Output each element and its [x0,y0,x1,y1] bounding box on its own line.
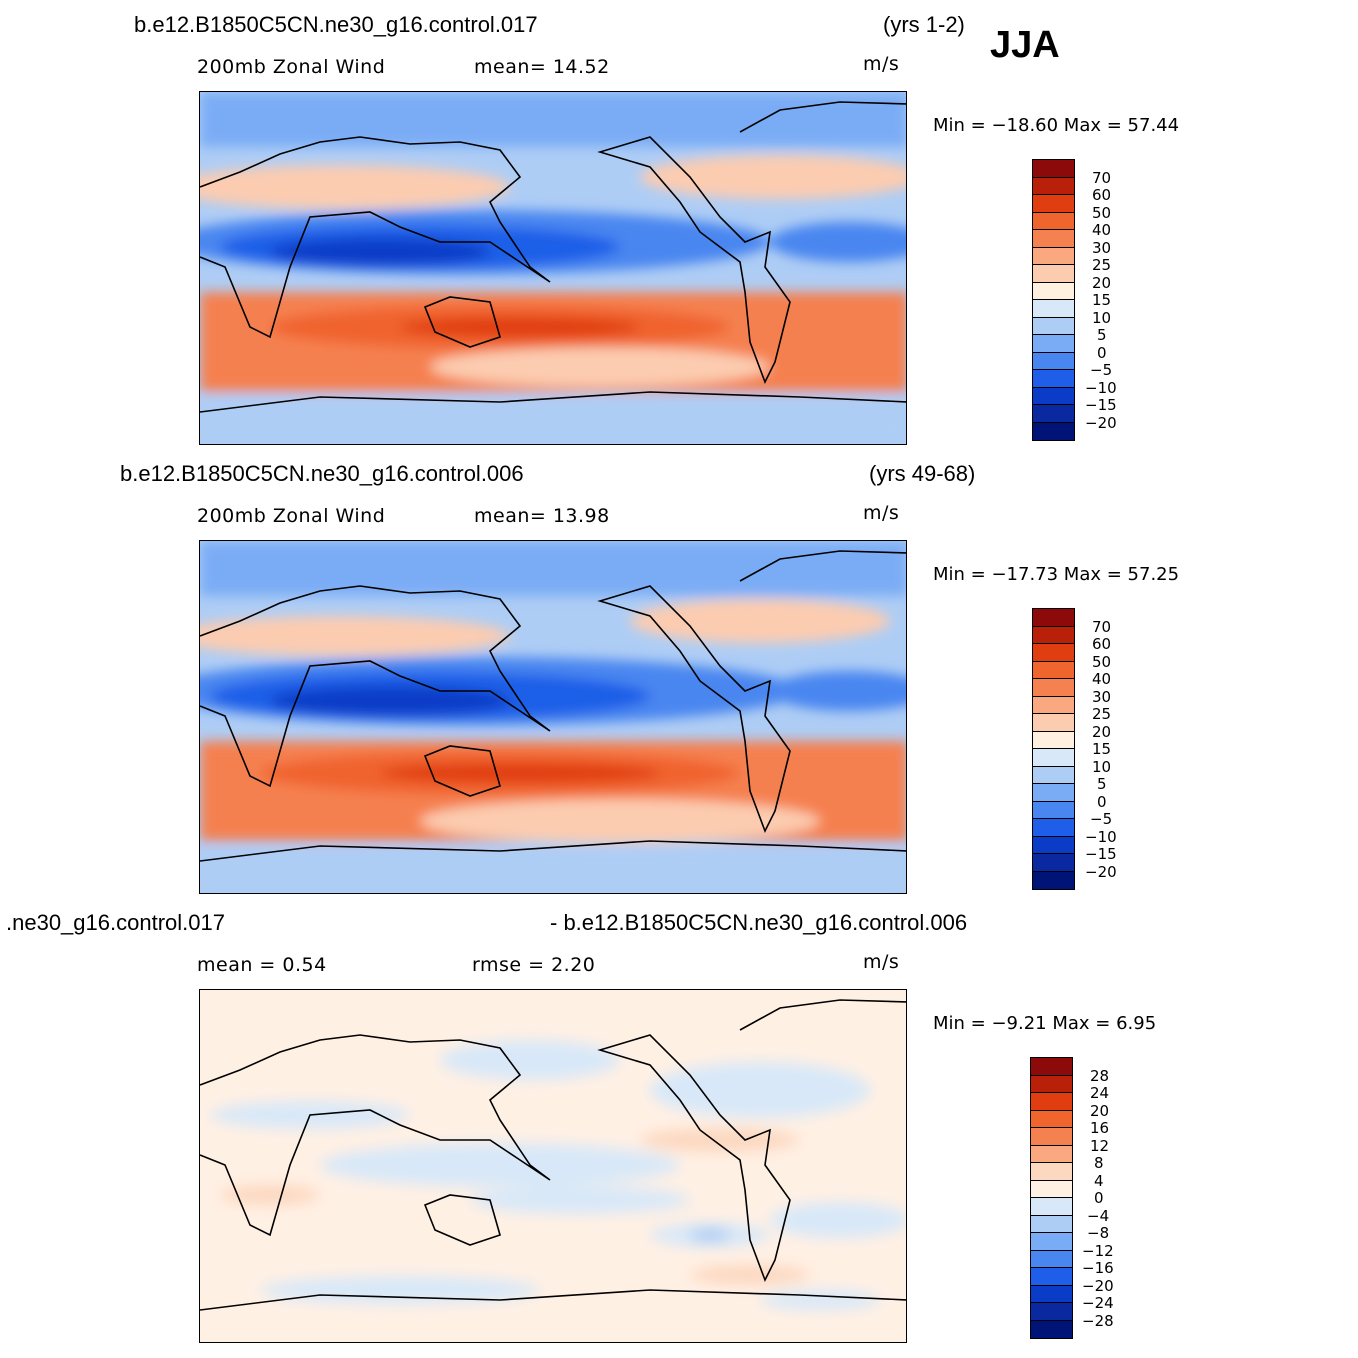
panel3-level-label: −12 [1082,1242,1114,1260]
panel1-level-label: 0 [1097,344,1107,362]
panel1-level-label: 60 [1092,186,1112,204]
panel2-level-label: 20 [1092,723,1112,741]
panel3-units: m/s [863,951,900,973]
panel1-map [199,91,907,445]
panel2-level-label: 30 [1092,688,1112,706]
panel3-level-label: 8 [1094,1154,1104,1172]
panel3-level-label: −4 [1087,1207,1110,1225]
panel3-level-label: 20 [1090,1102,1110,1120]
panel2-level-label: 10 [1092,758,1112,776]
panel3-level-label: −24 [1082,1294,1114,1312]
panel3-level-label: −16 [1082,1259,1114,1277]
panel2-colorbar [1032,608,1075,890]
panel3-level-label: 16 [1090,1119,1110,1137]
panel3-minmax: Min = −9.21 Max = 6.95 [933,1013,1157,1034]
panel2-variable: 200mb Zonal Wind [197,505,386,527]
panel3-level-label: 12 [1090,1137,1110,1155]
panel1-level-label: 50 [1092,204,1112,222]
panel2-units: m/s [863,502,900,524]
panel3-map [199,989,907,1343]
panel1-level-label: −10 [1085,379,1117,397]
panel1-level-label: 25 [1092,256,1112,274]
panel2-level-label: −10 [1085,828,1117,846]
panel1-units: m/s [863,53,900,75]
panel1-years: (yrs 1-2) [883,12,965,37]
panel2-minmax: Min = −17.73 Max = 57.25 [933,564,1180,585]
panel1-mean: mean= 14.52 [474,56,610,78]
panel1-level-label: 30 [1092,239,1112,257]
panel3-mean: mean = 0.54 [197,954,327,976]
panel3-level-label: 0 [1094,1189,1104,1207]
panel2-map [199,540,907,894]
panel3-case-left: .ne30_g16.control.017 [6,910,225,935]
season-label: JJA [990,24,1060,66]
panel3-level-label: 4 [1094,1172,1104,1190]
panel1-level-label: 20 [1092,274,1112,292]
panel2-level-label: 0 [1097,793,1107,811]
panel1-level-label: −20 [1085,414,1117,432]
panel2-level-label: −5 [1090,810,1113,828]
panel3-rmse: rmse = 2.20 [472,954,596,976]
panel2-level-label: −15 [1085,845,1117,863]
panel3-level-label: −28 [1082,1312,1114,1330]
panel2-level-label: 25 [1092,705,1112,723]
panel2-level-label: 60 [1092,635,1112,653]
panel3-level-label: −8 [1087,1224,1110,1242]
panel1-level-label: 15 [1092,291,1112,309]
panel1-colorbar [1032,159,1075,441]
panel1-level-label: 5 [1097,326,1107,344]
panel1-level-label: −15 [1085,396,1117,414]
panel1-level-label: 40 [1092,221,1112,239]
panel1-level-label: −5 [1090,361,1113,379]
panel2-level-label: 50 [1092,653,1112,671]
panel2-level-label: 70 [1092,618,1112,636]
panel1-variable: 200mb Zonal Wind [197,56,386,78]
panel1-level-label: 70 [1092,169,1112,187]
panel3-colorbar [1030,1057,1073,1339]
panel2-level-label: −20 [1085,863,1117,881]
panel3-level-label: −20 [1082,1277,1114,1295]
panel3-case-right: - b.e12.B1850C5CN.ne30_g16.control.006 [550,910,968,935]
panel1-level-label: 10 [1092,309,1112,327]
panel2-case-title: b.e12.B1850C5CN.ne30_g16.control.006 [120,461,524,486]
panel2-years: (yrs 49-68) [869,461,976,486]
panel1-minmax: Min = −18.60 Max = 57.44 [933,115,1180,136]
panel2-level-label: 15 [1092,740,1112,758]
panel1-case-title: b.e12.B1850C5CN.ne30_g16.control.017 [134,12,538,37]
panel2-level-label: 5 [1097,775,1107,793]
panel2-level-label: 40 [1092,670,1112,688]
panel3-level-label: 24 [1090,1084,1110,1102]
panel3-level-label: 28 [1090,1067,1110,1085]
panel2-mean: mean= 13.98 [474,505,610,527]
